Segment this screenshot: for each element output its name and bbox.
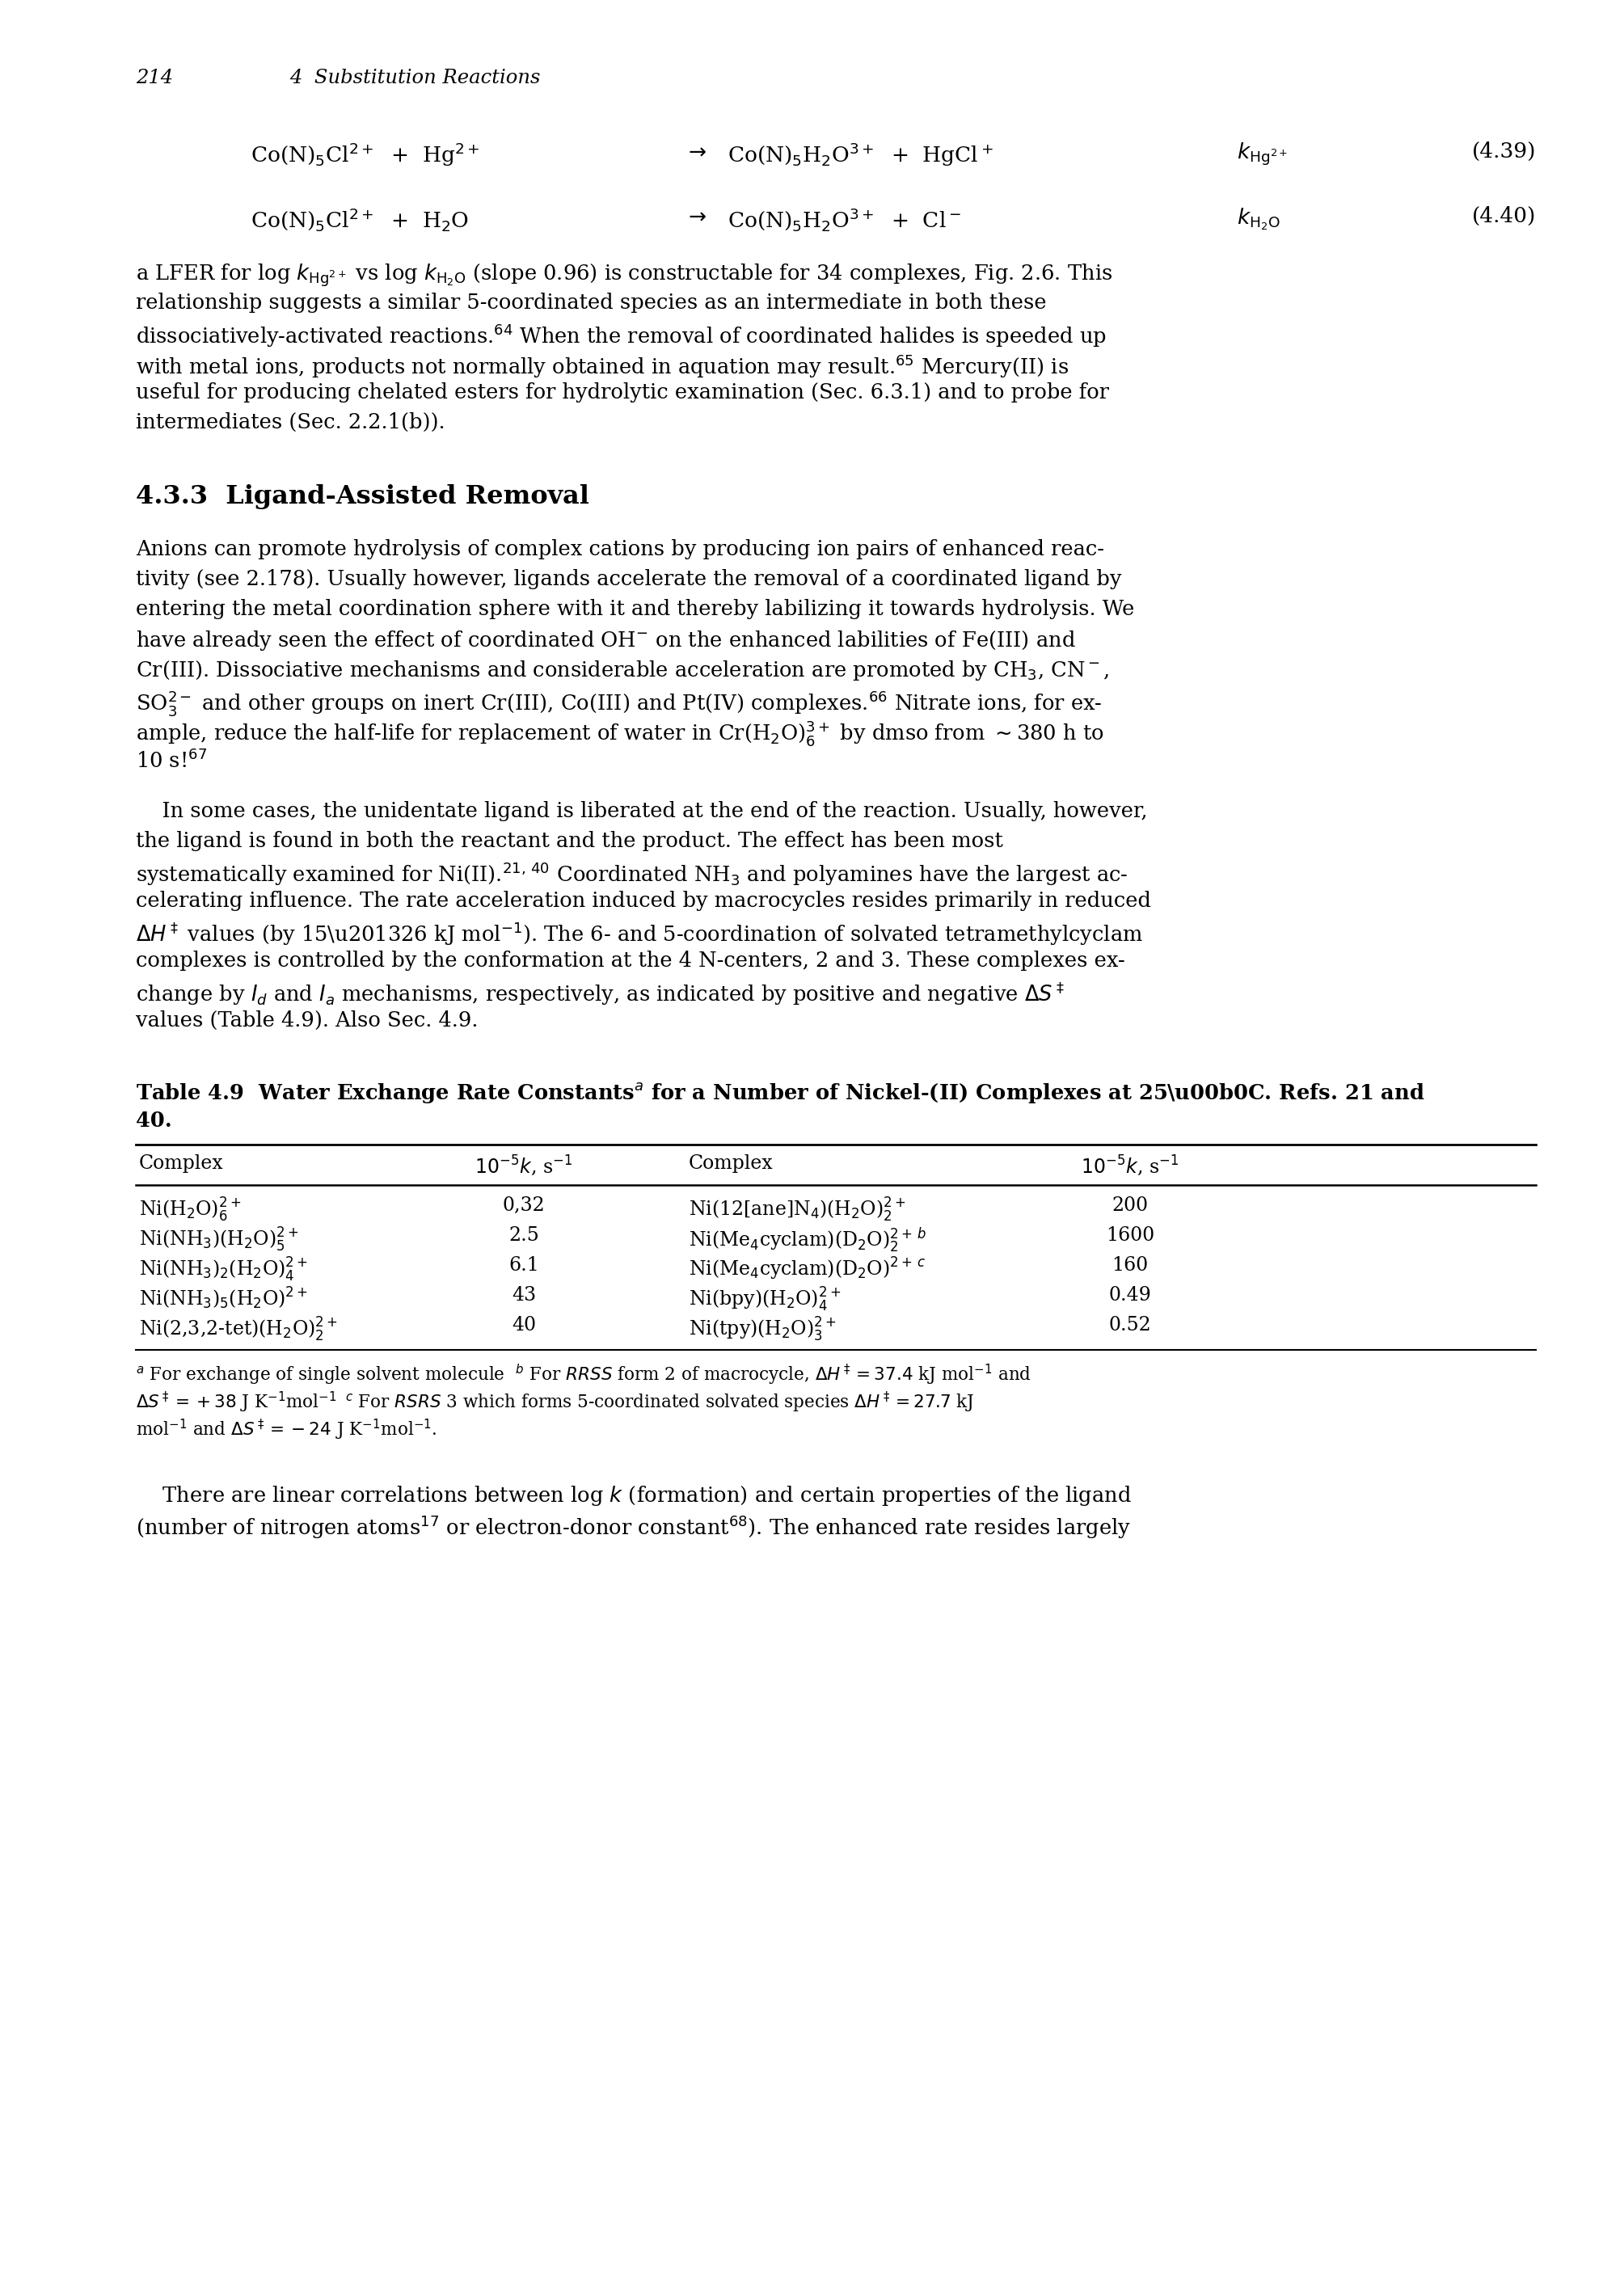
Text: Table 4.9  Water Exchange Rate Constants$^a$ for a Number of Nickel-(II) Complex: Table 4.9 Water Exchange Rate Constants$… <box>136 1080 1424 1106</box>
Text: Ni(bpy)(H$_2$O)$_4^{2+}$: Ni(bpy)(H$_2$O)$_4^{2+}$ <box>689 1287 841 1314</box>
Text: 1600: 1600 <box>1106 1227 1155 1246</box>
Text: $10^{-5}k$, s$^{-1}$: $10^{-5}k$, s$^{-1}$ <box>1082 1154 1179 1177</box>
Text: Complex: Complex <box>140 1154 224 1172</box>
Text: $\Delta S^\ddagger = +38$ J K$^{-1}$mol$^{-1}$ $\,^c$ For $RSRS$ 3 which forms 5: $\Delta S^\ddagger = +38$ J K$^{-1}$mol$… <box>136 1390 974 1415</box>
Text: $10^{-5}k$, s$^{-1}$: $10^{-5}k$, s$^{-1}$ <box>474 1154 573 1177</box>
Text: intermediates (Sec. 2.2.1(b)).: intermediates (Sec. 2.2.1(b)). <box>136 413 445 434</box>
Text: Ni(NH$_3$)$_2$(H$_2$O)$_4^{2+}$: Ni(NH$_3$)$_2$(H$_2$O)$_4^{2+}$ <box>140 1257 309 1285</box>
Text: 214: 214 <box>136 69 174 87</box>
Text: Ni(NH$_3$)(H$_2$O)$_5^{2+}$: Ni(NH$_3$)(H$_2$O)$_5^{2+}$ <box>140 1227 299 1255</box>
Text: 6.1: 6.1 <box>508 1257 539 1275</box>
Text: Co(N)$_5$Cl$^{2+}$  +  Hg$^{2+}$: Co(N)$_5$Cl$^{2+}$ + Hg$^{2+}$ <box>250 142 479 167</box>
Text: (4.40): (4.40) <box>1471 206 1536 227</box>
Text: 40: 40 <box>512 1317 536 1335</box>
Text: entering the metal coordination sphere with it and thereby labilizing it towards: entering the metal coordination sphere w… <box>136 599 1135 619</box>
Text: celerating influence. The rate acceleration induced by macrocycles resides prima: celerating influence. The rate accelerat… <box>136 890 1151 911</box>
Text: 10 s!$^{67}$: 10 s!$^{67}$ <box>136 748 208 771</box>
Text: 40.: 40. <box>136 1110 172 1131</box>
Text: have already seen the effect of coordinated OH$^{-}$ on the enhanced labilities : have already seen the effect of coordina… <box>136 629 1075 651</box>
Text: $k_{\mathrm{Hg}^{2+}}$: $k_{\mathrm{Hg}^{2+}}$ <box>1237 142 1288 167</box>
Text: 200: 200 <box>1112 1195 1148 1216</box>
Text: ample, reduce the half-life for replacement of water in Cr(H$_2$O)$_6^{3+}$ by d: ample, reduce the half-life for replacem… <box>136 718 1104 748</box>
Text: $\rightarrow$: $\rightarrow$ <box>684 206 706 227</box>
Text: useful for producing chelated esters for hydrolytic examination (Sec. 6.3.1) and: useful for producing chelated esters for… <box>136 383 1109 401</box>
Text: values (Table 4.9). Also Sec. 4.9.: values (Table 4.9). Also Sec. 4.9. <box>136 1009 477 1030</box>
Text: 2.5: 2.5 <box>508 1227 539 1246</box>
Text: complexes is controlled by the conformation at the 4 N-centers, 2 and 3. These c: complexes is controlled by the conformat… <box>136 950 1125 970</box>
Text: 0.52: 0.52 <box>1109 1317 1151 1335</box>
Text: Co(N)$_5$Cl$^{2+}$  +  H$_2$O: Co(N)$_5$Cl$^{2+}$ + H$_2$O <box>250 206 469 232</box>
Text: 0.49: 0.49 <box>1109 1287 1151 1305</box>
Text: SO$_3^{2-}$ and other groups on inert Cr(III), Co(III) and Pt(IV) complexes.$^{6: SO$_3^{2-}$ and other groups on inert Cr… <box>136 688 1103 718</box>
Text: Ni(Me$_4$cyclam)(D$_2$O)$_2^{2+\,b}$: Ni(Me$_4$cyclam)(D$_2$O)$_2^{2+\,b}$ <box>689 1227 926 1255</box>
Text: Ni(H$_2$O)$_6^{2+}$: Ni(H$_2$O)$_6^{2+}$ <box>140 1195 240 1225</box>
Text: Anions can promote hydrolysis of complex cations by producing ion pairs of enhan: Anions can promote hydrolysis of complex… <box>136 539 1104 560</box>
Text: $k_{\mathrm{H_2O}}$: $k_{\mathrm{H_2O}}$ <box>1237 206 1280 232</box>
Text: Cr(III). Dissociative mechanisms and considerable acceleration are promoted by C: Cr(III). Dissociative mechanisms and con… <box>136 658 1109 681</box>
Text: Co(N)$_5$H$_2$O$^{3+}$  +  Cl$^-$: Co(N)$_5$H$_2$O$^{3+}$ + Cl$^-$ <box>728 206 961 232</box>
Text: (number of nitrogen atoms$^{17}$ or electron-donor constant$^{68}$). The enhance: (number of nitrogen atoms$^{17}$ or elec… <box>136 1514 1130 1542</box>
Text: Complex: Complex <box>689 1154 773 1172</box>
Text: 160: 160 <box>1112 1257 1148 1275</box>
Text: change by $I_d$ and $I_a$ mechanisms, respectively, as indicated by positive and: change by $I_d$ and $I_a$ mechanisms, re… <box>136 980 1065 1007</box>
Text: 4  Substitution Reactions: 4 Substitution Reactions <box>289 69 541 87</box>
Text: $\Delta H^\ddagger$ values (by 15\u201326 kJ mol$^{-1}$). The 6- and 5-coordinat: $\Delta H^\ddagger$ values (by 15\u20132… <box>136 920 1143 947</box>
Text: In some cases, the unidentate ligand is liberated at the end of the reaction. Us: In some cases, the unidentate ligand is … <box>136 801 1148 821</box>
Text: $^a$ For exchange of single solvent molecule  $^b$ For $RRSS$ form 2 of macrocyc: $^a$ For exchange of single solvent mole… <box>136 1363 1031 1388</box>
Text: There are linear correlations between log $k$ (formation) and certain properties: There are linear correlations between lo… <box>136 1484 1132 1507</box>
Text: $\rightarrow$: $\rightarrow$ <box>684 142 706 161</box>
Text: 4.3.3  Ligand-Assisted Removal: 4.3.3 Ligand-Assisted Removal <box>136 484 590 509</box>
Text: Ni(2,3,2-tet)(H$_2$O)$_2^{2+}$: Ni(2,3,2-tet)(H$_2$O)$_2^{2+}$ <box>140 1317 338 1344</box>
Text: 43: 43 <box>512 1287 536 1305</box>
Text: (4.39): (4.39) <box>1471 142 1536 161</box>
Text: with metal ions, products not normally obtained in aquation may result.$^{65}$ M: with metal ions, products not normally o… <box>136 353 1069 379</box>
Text: Ni(NH$_3$)$_5$(H$_2$O)$^{2+}$: Ni(NH$_3$)$_5$(H$_2$O)$^{2+}$ <box>140 1287 309 1312</box>
Text: the ligand is found in both the reactant and the product. The effect has been mo: the ligand is found in both the reactant… <box>136 830 1004 851</box>
Text: dissociatively-activated reactions.$^{64}$ When the removal of coordinated halid: dissociatively-activated reactions.$^{64… <box>136 323 1108 349</box>
Text: 0,32: 0,32 <box>502 1195 546 1216</box>
Text: mol$^{-1}$ and $\Delta S^\ddagger = -24$ J K$^{-1}$mol$^{-1}$.: mol$^{-1}$ and $\Delta S^\ddagger = -24$… <box>136 1418 437 1443</box>
Text: Co(N)$_5$H$_2$O$^{3+}$  +  HgCl$^+$: Co(N)$_5$H$_2$O$^{3+}$ + HgCl$^+$ <box>728 142 994 167</box>
Text: Ni(Me$_4$cyclam)(D$_2$O)$^{2+\,c}$: Ni(Me$_4$cyclam)(D$_2$O)$^{2+\,c}$ <box>689 1257 926 1282</box>
Text: systematically examined for Ni(II).$^{21,\,40}$ Coordinated NH$_3$ and polyamine: systematically examined for Ni(II).$^{21… <box>136 860 1129 888</box>
Text: relationship suggests a similar 5-coordinated species as an intermediate in both: relationship suggests a similar 5-coordi… <box>136 294 1046 312</box>
Text: Ni(12[ane]N$_4$)(H$_2$O)$_2^{2+}$: Ni(12[ane]N$_4$)(H$_2$O)$_2^{2+}$ <box>689 1195 906 1225</box>
Text: a LFER for log $k_{\mathrm{Hg}^{2+}}$ vs log $k_{\mathrm{H_2O}}$ (slope 0.96) is: a LFER for log $k_{\mathrm{Hg}^{2+}}$ vs… <box>136 264 1112 289</box>
Text: tivity (see 2.178). Usually however, ligands accelerate the removal of a coordin: tivity (see 2.178). Usually however, lig… <box>136 569 1122 590</box>
Text: Ni(tpy)(H$_2$O)$_3^{2+}$: Ni(tpy)(H$_2$O)$_3^{2+}$ <box>689 1317 836 1344</box>
